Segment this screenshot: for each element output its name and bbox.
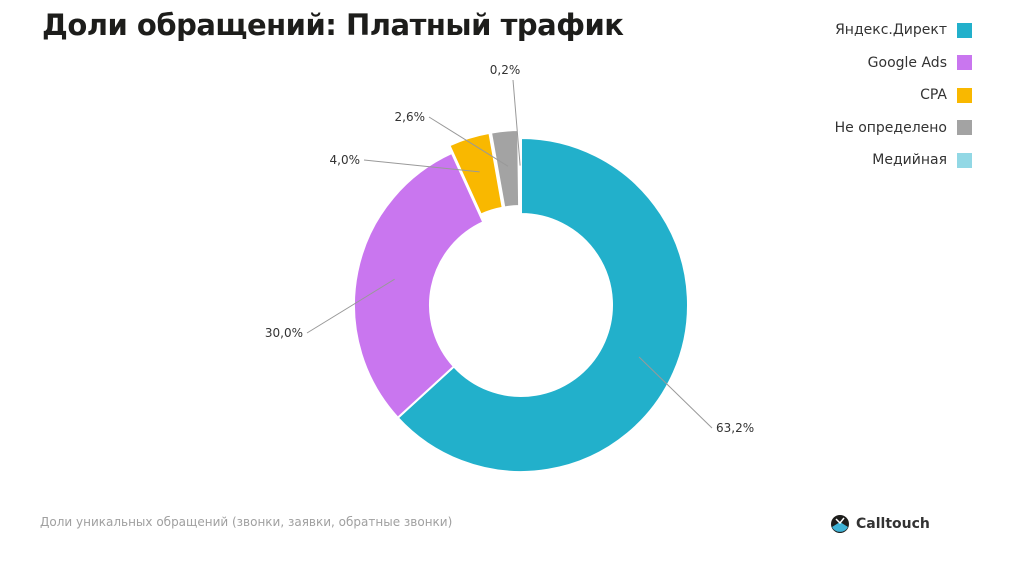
legend-label: Google Ads <box>867 54 947 71</box>
leader-line <box>363 159 480 173</box>
data-label: 30,0% <box>265 326 303 340</box>
chart-legend: Яндекс.Директ Google Ads CPA Не определено М… <box>835 14 972 177</box>
page-title: Доли обращений: Платный трафик <box>42 8 624 42</box>
legend-label: Не определено <box>834 119 947 136</box>
brand-name: Calltouch <box>856 516 930 532</box>
legend-swatch <box>957 87 972 103</box>
legend-item: Не определено <box>835 112 972 145</box>
data-label: 2,6% <box>395 110 426 124</box>
donut-slice <box>448 131 504 216</box>
donut-slice <box>517 128 522 208</box>
legend-item: CPA <box>835 79 972 112</box>
donut-slice <box>353 151 485 420</box>
legend-label: CPA <box>920 87 947 104</box>
legend-swatch <box>957 22 972 38</box>
calltouch-logo-icon <box>831 515 849 533</box>
legend-label: Медийная <box>872 152 947 169</box>
legend-item: Яндекс.Директ <box>835 14 972 47</box>
legend-label: Яндекс.Директ <box>835 22 947 39</box>
data-label: 0,2% <box>490 63 521 77</box>
legend-item: Медийная <box>835 144 972 177</box>
brand-logo: Calltouch <box>830 514 930 534</box>
donut-slice <box>396 136 689 473</box>
legend-swatch <box>957 55 972 71</box>
legend-swatch <box>957 152 972 168</box>
leader-line <box>638 356 713 429</box>
footnote: Доли уникальных обращений (звонки, заявк… <box>40 515 453 529</box>
leader-line <box>512 79 521 166</box>
leader-line <box>306 278 395 334</box>
legend-item: Google Ads <box>835 47 972 80</box>
legend-swatch <box>957 120 972 136</box>
data-label: 4,0% <box>330 153 361 167</box>
data-label: 63,2% <box>716 421 754 435</box>
leader-line <box>428 116 509 167</box>
